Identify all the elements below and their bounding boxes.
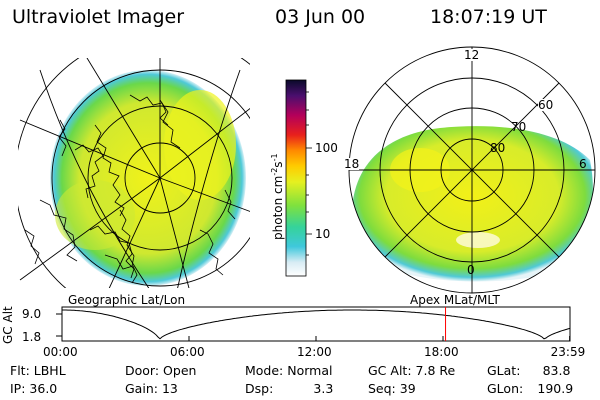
instrument-title: Ultraviolet Imager <box>12 6 185 28</box>
ip-info: IP: 36.0 <box>10 381 58 396</box>
colorbar-ticks <box>306 91 312 256</box>
filter-info: Flt: LBHL <box>10 363 66 378</box>
orbit-x-label: 06:00 <box>170 345 205 359</box>
filter-value: LBHL <box>33 363 66 378</box>
orbit-x-ticks <box>61 336 571 341</box>
orbit-plot <box>56 306 571 342</box>
mlt-label-6: 6 <box>579 157 587 171</box>
colorbar-tick-100: 100 <box>315 141 338 155</box>
glat-value: 83.8 <box>542 363 571 378</box>
dsp-info: Dsp: 3.3 <box>245 381 334 396</box>
dsp-value: 3.3 <box>313 381 334 396</box>
mlt-label-18: 18 <box>344 157 360 171</box>
colorbar-unit-label: photon cm-2s-1 <box>270 153 285 240</box>
orbit-x-label: 12:00 <box>297 345 332 359</box>
colorbar <box>285 79 307 277</box>
right-map-caption: Apex MLat/MLT <box>410 293 500 307</box>
image-date: 03 Jun 00 <box>275 6 366 28</box>
glon-info: GLon: 190.9 <box>487 381 574 396</box>
orbit-y-bottom: 1.8 <box>22 330 42 344</box>
image-time: 18:07:19 UT <box>430 6 547 28</box>
colorbar-tick-10: 10 <box>315 227 331 241</box>
mlt-label-0: 0 <box>467 263 475 277</box>
seq-value: 39 <box>399 381 416 396</box>
gain-value: 13 <box>161 381 178 396</box>
orbit-y-top: 9.0 <box>22 307 42 321</box>
mlat-label-70: 70 <box>511 120 527 134</box>
mlat-label-60: 60 <box>538 98 554 112</box>
mlat-mlt-grid <box>348 46 596 294</box>
gc-alt-value: 7.8 Re <box>415 363 456 378</box>
ip-value: 36.0 <box>29 381 58 396</box>
coastlines <box>24 94 236 284</box>
orbit-y-axis-label: GC Alt <box>1 306 15 344</box>
seq-info: Seq: 39 <box>368 381 416 396</box>
lat-lon-grid <box>18 58 250 288</box>
door-info: Door: Open <box>125 363 197 378</box>
mode-value: Normal <box>287 363 333 378</box>
mode-info: Mode: Normal <box>245 363 333 378</box>
geographic-map <box>18 58 250 288</box>
orbit-x-label: 00:00 <box>43 345 78 359</box>
mlat-label-80: 80 <box>490 141 506 155</box>
orbit-x-label: 23:59 <box>550 345 586 359</box>
glat-info: GLat: 83.8 <box>487 363 571 378</box>
orbit-altitude-curve <box>62 309 571 340</box>
glon-value: 190.9 <box>537 381 574 396</box>
gain-info: Gain: 13 <box>125 381 178 396</box>
orbit-x-label: 18:00 <box>424 345 459 359</box>
gc-alt-info: GC Alt: 7.8 Re <box>368 363 456 378</box>
mlt-label-12: 12 <box>464 48 480 62</box>
door-value: Open <box>163 363 197 378</box>
left-map-caption: Geographic Lat/Lon <box>68 293 186 307</box>
